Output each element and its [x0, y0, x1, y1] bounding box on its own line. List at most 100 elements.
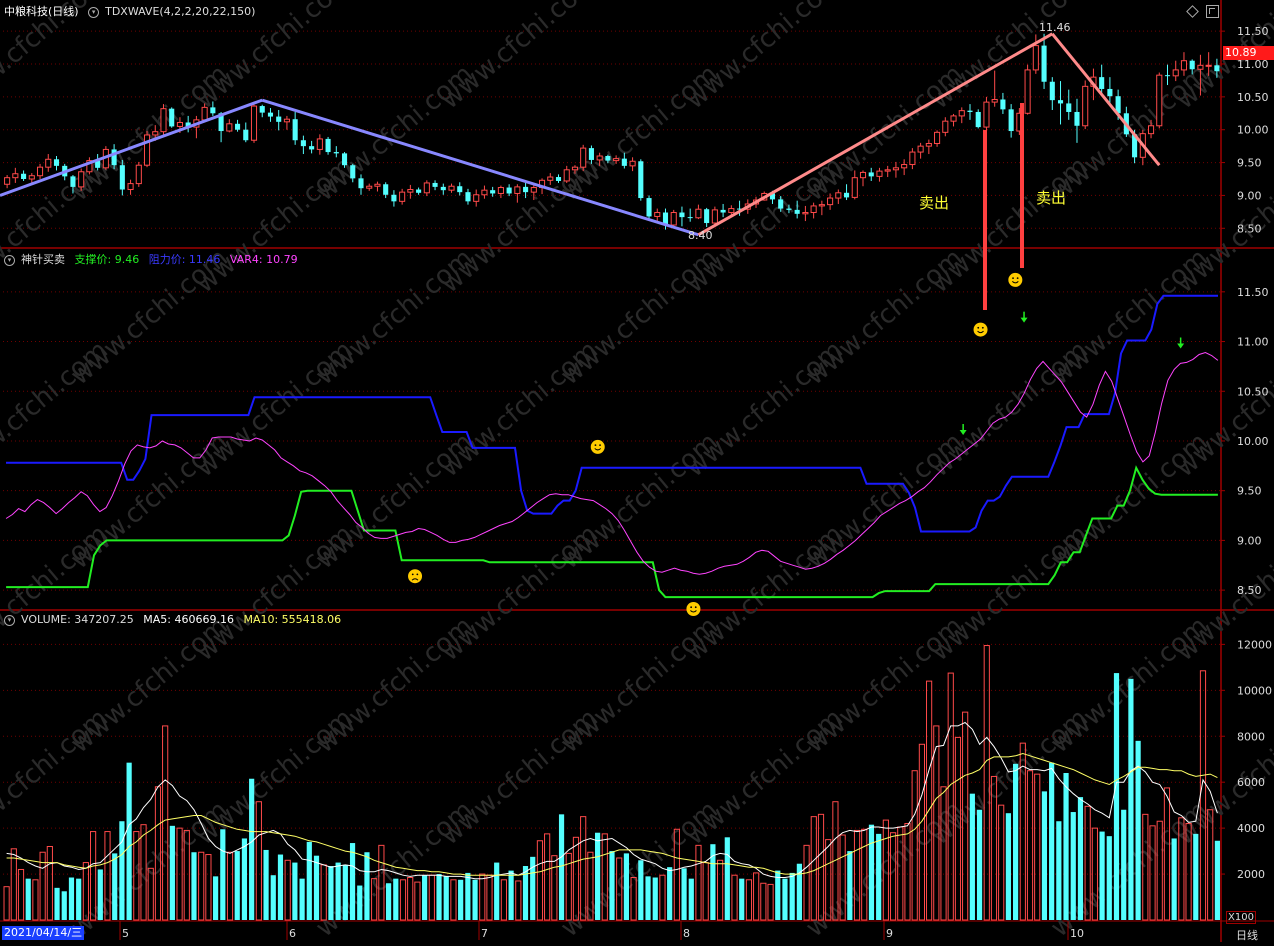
volume-bar: [695, 844, 702, 921]
candle-body: [1156, 74, 1163, 127]
high-price-label: 11.46: [1039, 21, 1071, 34]
volume-bar: [68, 877, 75, 920]
volume-bar: [976, 809, 983, 920]
eye: [1016, 277, 1019, 279]
candle-body: [481, 189, 488, 196]
volume-bar: [205, 854, 212, 921]
volume-bar: [1034, 773, 1041, 921]
wave-line: [0, 98, 263, 197]
volume-bar: [364, 852, 370, 920]
candle-body: [36, 166, 44, 177]
wave-line: [261, 98, 699, 237]
candle-body: [555, 177, 562, 181]
window-restore-icon[interactable]: [1206, 5, 1219, 18]
volume-bar: [652, 877, 658, 920]
volume-bar: [220, 829, 226, 920]
volume-bar: [508, 870, 514, 920]
volume-bar: [1214, 840, 1220, 920]
volume-bar: [558, 814, 565, 920]
y-tick-label: 4000: [1237, 822, 1265, 835]
volume-bar: [1084, 805, 1091, 921]
candle-body: [267, 112, 274, 117]
volume-bar: [191, 852, 197, 920]
footer-date: 2021/04/14/三: [2, 926, 85, 940]
mouth: [411, 578, 419, 581]
month-6: 6: [289, 927, 296, 940]
candle-body: [711, 209, 718, 224]
candle-body: [942, 120, 949, 133]
eye: [416, 573, 419, 576]
chevron-down-icon[interactable]: ▾: [88, 6, 100, 18]
volume-bar: [162, 725, 169, 921]
chevron-down-icon[interactable]: ▾: [4, 614, 15, 626]
volume-bar: [1063, 773, 1069, 920]
smiley-icon: [686, 602, 701, 617]
candle-body: [1214, 65, 1220, 72]
candle-body: [670, 212, 677, 226]
volume-ma-line: [6, 721, 1218, 880]
volume-label[interactable]: VOLUME: 347207.25: [21, 613, 134, 626]
candle-body: [934, 131, 941, 145]
volume-bar: [681, 868, 687, 920]
candle-body: [292, 119, 298, 141]
volume-bar: [342, 864, 348, 920]
candle-body: [1115, 96, 1121, 114]
face: [1008, 272, 1023, 287]
candle-body: [341, 153, 348, 166]
volume-bar: [422, 875, 428, 920]
volume-ma-line: [6, 752, 1218, 876]
volume-bar: [673, 828, 680, 921]
volume-bar: [739, 878, 745, 920]
volume-bar: [82, 862, 89, 921]
candle-body: [86, 160, 93, 173]
volume-bar: [940, 786, 947, 921]
volume-bar: [414, 881, 421, 921]
candle-body: [1132, 134, 1138, 158]
y-tick-label: 11.50: [1237, 286, 1269, 299]
volume-bar: [601, 833, 608, 921]
y-tick-label: 11.00: [1237, 336, 1269, 349]
sell-label-1: 卖出: [919, 194, 950, 212]
volume-bar: [443, 876, 449, 920]
candle-body: [571, 166, 579, 171]
volume-bar: [226, 851, 234, 921]
last-price-box: 10.89: [1223, 46, 1274, 60]
var4-label: VAR4: 10.79: [229, 253, 298, 266]
volume-bar: [169, 825, 175, 920]
ma5-label: MA5: 460669.16: [143, 613, 234, 626]
chevron-down-icon[interactable]: ▾: [4, 254, 15, 266]
candle-body: [1082, 85, 1089, 127]
candle-body: [210, 107, 216, 114]
candle-body: [111, 149, 117, 166]
volume-bar: [782, 878, 788, 920]
footer-period-tab[interactable]: 日线: [1236, 929, 1258, 942]
volume-bar: [594, 832, 601, 920]
candle-body: [1066, 103, 1072, 112]
indicator-name[interactable]: TDXWAVE(4,2,2,20,22,150): [105, 5, 256, 18]
candle-body: [704, 209, 710, 224]
watermark-text: www.cfchi.com: [0, 519, 114, 667]
volume-bar: [1026, 770, 1034, 921]
volume-bar: [904, 823, 911, 921]
volume-bar: [1106, 836, 1112, 920]
candle-body: [169, 108, 175, 127]
volume-bar: [868, 824, 875, 920]
volume-bar: [263, 849, 269, 920]
candle-body: [851, 177, 858, 198]
y-tick-label: 12000: [1237, 638, 1272, 651]
watermark-text: www.cfchi.com: [0, 703, 114, 851]
y-tick-label: 11.50: [1237, 25, 1269, 38]
y-tick-label: 10.50: [1237, 385, 1269, 398]
y-tick-label: 9.00: [1237, 189, 1262, 202]
volume-bar: [436, 874, 442, 920]
volume-bar: [1178, 817, 1185, 921]
candle-body: [250, 105, 258, 141]
candle-body: [259, 106, 265, 113]
volume-bar: [810, 816, 817, 921]
volume-bar: [54, 887, 60, 920]
indicator2-name[interactable]: 神针买卖: [21, 253, 65, 266]
volume-bar: [112, 853, 118, 920]
candle-body: [416, 189, 422, 193]
y-tick-label: 10.00: [1237, 124, 1269, 137]
volume-bar: [1019, 742, 1026, 921]
